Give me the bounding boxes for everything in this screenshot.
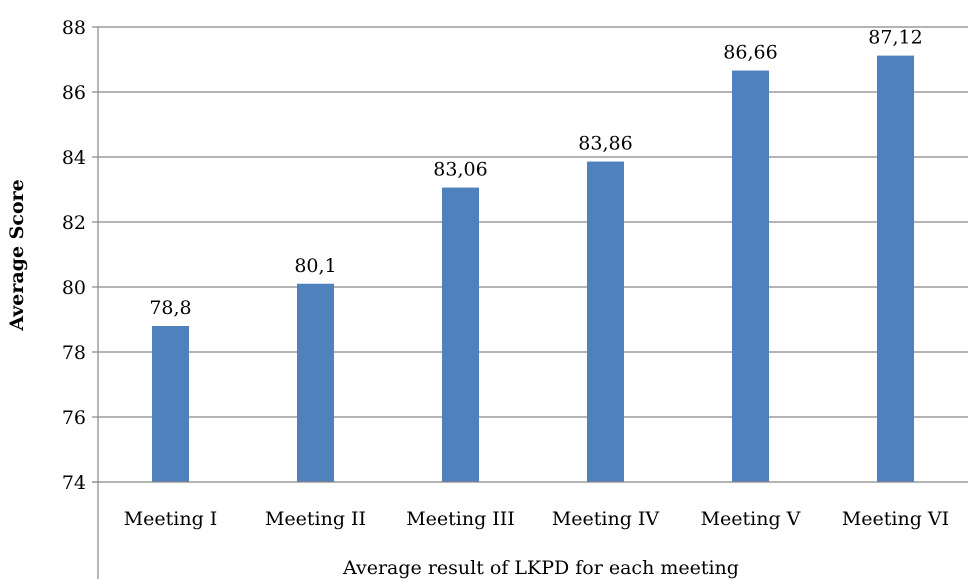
y-tick-labels: 74 76 78 80 82 84 86 88 bbox=[62, 17, 86, 494]
bars bbox=[152, 55, 914, 483]
x-tick-label: Meeting IV bbox=[552, 508, 660, 530]
x-tick-label: Meeting I bbox=[124, 508, 218, 530]
bar-value-label: 80,1 bbox=[294, 255, 336, 277]
y-tick-label: 76 bbox=[62, 407, 86, 429]
bar-value-label: 87,12 bbox=[868, 27, 922, 49]
bar bbox=[152, 326, 189, 482]
x-tick-label: Meeting III bbox=[406, 508, 515, 530]
data-labels: 78,8 80,1 83,06 83,86 86,66 87,12 bbox=[149, 27, 922, 319]
bar bbox=[877, 55, 914, 482]
bar bbox=[442, 187, 479, 483]
y-tick-label: 86 bbox=[62, 82, 86, 104]
y-tick-label: 78 bbox=[62, 342, 86, 364]
y-axis-title: Average Score bbox=[6, 179, 28, 331]
y-tick-label: 88 bbox=[62, 17, 86, 39]
x-tick-label: Meeting VI bbox=[842, 508, 949, 530]
x-tick-labels: Meeting I Meeting II Meeting III Meeting IV… bbox=[124, 508, 949, 530]
axes bbox=[92, 26, 968, 579]
bar-value-label: 83,06 bbox=[433, 159, 487, 181]
bar bbox=[587, 161, 624, 483]
y-tick-label: 80 bbox=[62, 277, 86, 299]
bar-value-label: 86,66 bbox=[723, 42, 777, 64]
bar-value-label: 78,8 bbox=[149, 297, 191, 319]
y-tick-label: 84 bbox=[62, 147, 86, 169]
bar bbox=[297, 283, 334, 482]
x-tick-label: Meeting II bbox=[265, 508, 366, 530]
gridlines bbox=[98, 26, 968, 418]
bar bbox=[732, 70, 769, 483]
x-tick-label: Meeting V bbox=[701, 508, 801, 530]
y-tick-label: 74 bbox=[62, 472, 86, 494]
bar-value-label: 83,86 bbox=[578, 133, 632, 155]
x-axis-title: Average result of LKPD for each meeting bbox=[342, 557, 739, 579]
y-tick-label: 82 bbox=[62, 212, 86, 234]
